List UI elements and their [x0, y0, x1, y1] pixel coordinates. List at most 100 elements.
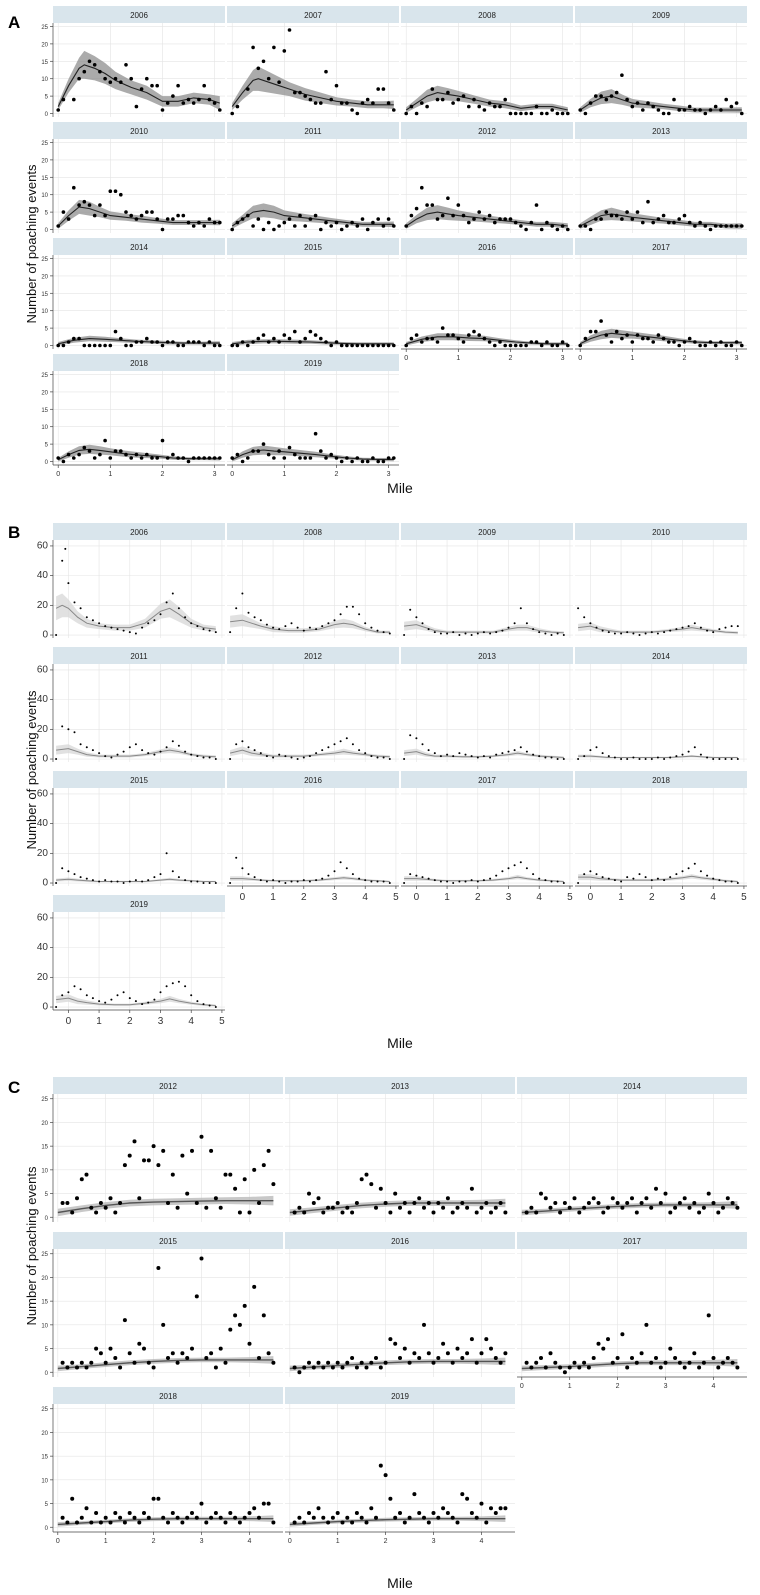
data-point — [641, 108, 645, 112]
data-point — [558, 1365, 563, 1370]
data-point — [524, 227, 528, 232]
data-point — [340, 1210, 345, 1215]
facet-label: 2019 — [130, 900, 148, 909]
data-point — [383, 1360, 388, 1365]
data-point — [132, 1515, 137, 1520]
data-point — [697, 1210, 702, 1215]
data-point — [414, 111, 419, 116]
data-point — [646, 101, 650, 105]
data-point — [724, 758, 727, 760]
data-point — [501, 870, 504, 873]
data-point — [321, 1210, 326, 1215]
data-point — [303, 336, 308, 341]
data-point — [550, 224, 554, 228]
data-point — [139, 87, 144, 91]
facet-label: 2009 — [478, 528, 496, 537]
data-point — [228, 1511, 233, 1515]
data-point — [650, 879, 653, 882]
data-point — [644, 758, 647, 760]
data-point — [335, 1511, 340, 1515]
data-point — [550, 343, 554, 348]
data-point — [677, 108, 681, 112]
data-point — [425, 104, 429, 109]
data-point — [430, 336, 435, 341]
data-point — [381, 343, 386, 348]
data-point — [452, 631, 455, 634]
data-point — [339, 101, 344, 105]
data-point — [386, 101, 391, 105]
data-point — [404, 111, 409, 116]
data-point — [725, 1196, 730, 1201]
data-point — [409, 608, 412, 611]
data-point — [713, 104, 718, 109]
data-point — [272, 626, 275, 629]
data-point — [493, 1205, 498, 1210]
data-point — [72, 185, 76, 190]
data-point — [139, 456, 144, 460]
data-point — [620, 73, 624, 77]
facet-label: 2010 — [652, 528, 670, 537]
data-point — [539, 111, 544, 116]
data-point — [534, 203, 539, 207]
data-point — [77, 452, 81, 457]
data-point — [435, 97, 440, 102]
data-point — [601, 876, 604, 879]
data-point — [202, 882, 205, 884]
data-point — [532, 873, 535, 876]
data-point — [675, 755, 678, 758]
data-point — [147, 1001, 150, 1004]
data-point — [599, 319, 603, 323]
data-point — [513, 111, 518, 116]
data-point — [230, 111, 234, 116]
data-point — [706, 629, 709, 632]
data-point — [383, 1201, 388, 1205]
data-point — [656, 756, 659, 759]
data-point — [113, 1210, 118, 1215]
data-point — [427, 877, 430, 880]
data-point — [407, 1210, 412, 1215]
data-point — [374, 1205, 378, 1210]
data-point — [697, 1365, 702, 1370]
data-point — [472, 217, 476, 221]
data-point — [635, 101, 640, 105]
data-point — [376, 87, 381, 91]
facet-2013: 2013 — [575, 122, 747, 233]
data-point — [108, 1346, 113, 1351]
data-point — [87, 449, 92, 453]
data-point — [388, 1337, 393, 1342]
data-point — [425, 203, 429, 207]
data-point — [534, 1360, 539, 1365]
data-point — [122, 1318, 127, 1323]
data-point — [165, 852, 168, 855]
data-point — [176, 456, 180, 460]
data-point — [392, 224, 396, 228]
y-tick-label: 20 — [37, 724, 49, 735]
data-point — [412, 1492, 417, 1497]
data-point — [122, 629, 125, 632]
data-point — [708, 108, 713, 112]
data-point — [77, 203, 81, 207]
data-point — [470, 634, 473, 636]
data-point — [181, 456, 186, 460]
facet-2019: 2019 0 1 2 3 — [227, 354, 399, 478]
data-point — [582, 1360, 587, 1365]
data-point — [699, 753, 702, 756]
data-point — [171, 592, 174, 595]
data-point — [307, 1360, 311, 1365]
data-point — [607, 631, 610, 634]
data-point — [197, 340, 201, 344]
data-point — [378, 1463, 383, 1468]
data-point — [706, 1191, 711, 1196]
data-point — [278, 880, 281, 883]
data-point — [507, 626, 510, 629]
data-point — [452, 882, 455, 884]
data-point — [719, 340, 723, 344]
data-point — [134, 1000, 137, 1003]
data-point — [55, 1006, 58, 1008]
data-point — [327, 874, 330, 877]
data-point — [137, 1341, 142, 1346]
data-point — [351, 873, 354, 876]
data-point — [464, 632, 467, 635]
data-point — [644, 1322, 649, 1327]
data-point — [503, 1210, 508, 1215]
